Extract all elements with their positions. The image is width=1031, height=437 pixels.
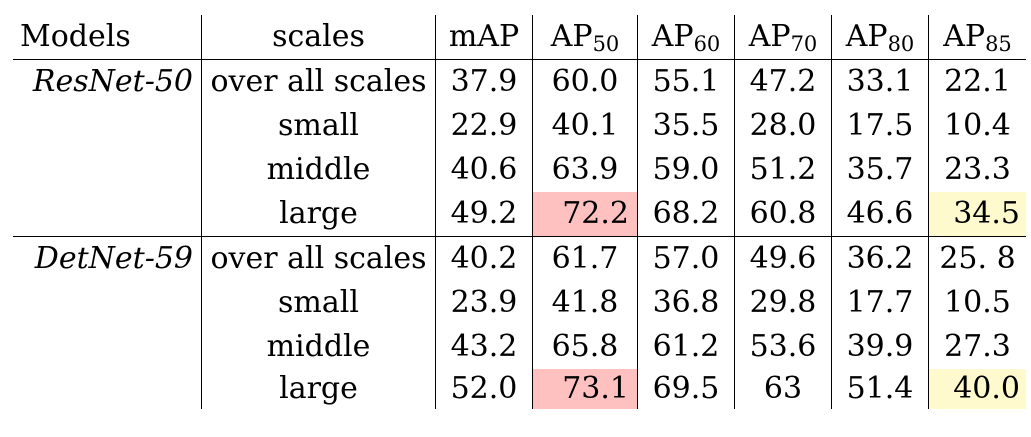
table-row: large 52.0 73.1 69.5 63 51.4 40.0 xyxy=(13,369,1026,409)
cell-ap85: 10.5 xyxy=(944,285,1011,320)
table-row: large 49.2 72.2 68.2 60.8 46.6 34.5 xyxy=(13,192,1026,237)
cell-ap50: 61.7 xyxy=(532,236,638,281)
header-ap60: AP60 xyxy=(637,15,735,60)
cell-ap60: 57.0 xyxy=(637,236,735,281)
scale-label: middle xyxy=(201,325,436,369)
scale-label: large xyxy=(201,192,436,237)
header-ap70: AP70 xyxy=(734,15,832,60)
model-name-empty xyxy=(13,369,202,409)
cell-ap70: 51.2 xyxy=(734,148,832,192)
cell-ap70: 60.8 xyxy=(734,192,832,237)
model-name-empty xyxy=(13,148,202,192)
table-row: small 22.9 40.1 35.5 28.0 17.5 10.4 xyxy=(13,104,1026,148)
scale-label: small xyxy=(201,104,436,148)
cell-ap60: 68.2 xyxy=(637,192,735,237)
cell-ap80: 33.1 xyxy=(831,59,929,104)
cell-map: 40.2 xyxy=(435,236,533,281)
cell-ap50: 63.9 xyxy=(532,148,638,192)
cell-ap50: 41.8 xyxy=(532,281,638,325)
scale-label: over all scales xyxy=(201,59,436,104)
cell-ap80: 17.5 xyxy=(831,104,929,148)
cell-ap80: 36.2 xyxy=(831,236,929,281)
cell-ap70: 53.6 xyxy=(734,325,832,369)
cell-ap80: 46.6 xyxy=(831,192,929,237)
model-name-empty xyxy=(13,281,202,325)
cell-ap60: 55.1 xyxy=(637,59,735,104)
cell-ap50-highlighted: 73.1 xyxy=(532,369,638,409)
cell-map: 52.0 xyxy=(435,369,533,409)
table-row: small 23.9 41.8 36.8 29.8 17.7 10.5 xyxy=(13,281,1026,325)
table-row: ResNet-50 over all scales 37.9 60.0 55.1… xyxy=(13,59,1026,104)
cell-ap80: 17.7 xyxy=(831,281,929,325)
header-ap85: AP85 xyxy=(928,15,1026,60)
header-row: Models scales mAP AP50 AP60 AP70 AP80 AP… xyxy=(13,15,1026,60)
cell-ap60: 69.5 xyxy=(637,369,735,409)
cell-map: 40.6 xyxy=(435,148,533,192)
table-row: middle 40.6 63.9 59.0 51.2 35.7 23.3 xyxy=(13,148,1026,192)
table-row: DetNet-59 over all scales 40.2 61.7 57.0… xyxy=(13,236,1026,281)
cell-ap85: 22.1 xyxy=(944,64,1011,99)
cell-ap70: 49.6 xyxy=(734,236,832,281)
cell-ap60: 59.0 xyxy=(637,148,735,192)
cell-ap70: 47.2 xyxy=(734,59,832,104)
model-name-empty xyxy=(13,325,202,369)
cell-ap85: 23.3 xyxy=(944,152,1011,187)
cell-ap50: 65.8 xyxy=(532,325,638,369)
model-name-empty xyxy=(13,192,202,237)
cell-ap80: 35.7 xyxy=(831,148,929,192)
cell-ap85: 10.4 xyxy=(944,108,1011,143)
scale-label: over all scales xyxy=(201,236,436,281)
cell-map: 23.9 xyxy=(435,281,533,325)
model-name: ResNet-50 xyxy=(13,59,202,104)
table-row: middle 43.2 65.8 61.2 53.6 39.9 27.3 xyxy=(13,325,1026,369)
cell-ap50: 40.1 xyxy=(532,104,638,148)
header-scales: scales xyxy=(201,15,436,60)
cell-map: 22.9 xyxy=(435,104,533,148)
cell-ap60: 36.8 xyxy=(637,281,735,325)
model-name: DetNet-59 xyxy=(13,236,202,281)
scale-label: middle xyxy=(201,148,436,192)
cell-ap85: 25. 8 xyxy=(939,241,1016,276)
cell-ap70: 29.8 xyxy=(734,281,832,325)
cell-map: 43.2 xyxy=(435,325,533,369)
cell-map: 37.9 xyxy=(435,59,533,104)
cell-ap85-highlighted: 40.0 xyxy=(928,369,1026,409)
cell-ap60: 61.2 xyxy=(637,325,735,369)
header-ap80: AP80 xyxy=(831,15,929,60)
cell-map: 49.2 xyxy=(435,192,533,237)
header-models: Models xyxy=(13,15,202,60)
cell-ap85-highlighted: 34.5 xyxy=(928,192,1026,237)
cell-ap85: 27.3 xyxy=(944,329,1011,364)
cell-ap70: 63 xyxy=(734,369,832,409)
model-name-empty xyxy=(13,104,202,148)
scale-label: large xyxy=(201,369,436,409)
cell-ap50-highlighted: 72.2 xyxy=(532,192,638,237)
cell-ap80: 39.9 xyxy=(831,325,929,369)
header-ap50: AP50 xyxy=(532,15,638,60)
cell-ap50: 60.0 xyxy=(532,59,638,104)
results-table: Models scales mAP AP50 AP60 AP70 AP80 AP… xyxy=(13,15,1026,409)
cell-ap60: 35.5 xyxy=(637,104,735,148)
scale-label: small xyxy=(201,281,436,325)
cell-ap70: 28.0 xyxy=(734,104,832,148)
cell-ap80: 51.4 xyxy=(831,369,929,409)
header-map: mAP xyxy=(435,15,533,60)
